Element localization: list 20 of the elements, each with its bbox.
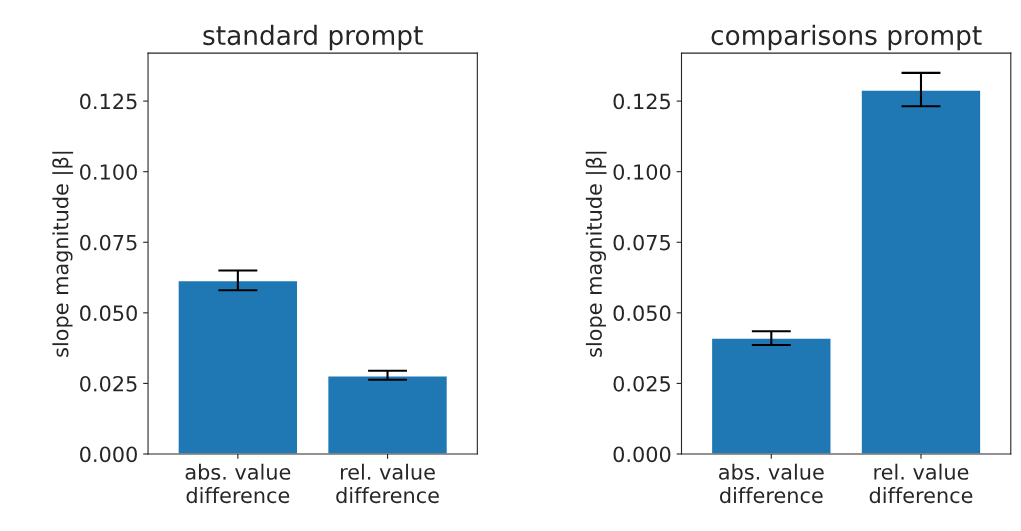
x-tick-label: abs. value difference [719, 463, 824, 504]
x-tick-label: abs. value difference [185, 463, 291, 504]
y-tick-label: 0.050 [613, 305, 671, 322]
y-axis-title: slope magnitude |β| [585, 151, 607, 357]
y-tick-label: 0.125 [613, 93, 670, 110]
y-tick-label: 0.050 [80, 305, 137, 322]
chart-title: comparisons prompt [711, 24, 982, 51]
y-tick-label: 0.100 [80, 164, 137, 180]
y-tick-label: 0.075 [80, 234, 137, 251]
y-tick-label: 0.000 [613, 446, 671, 463]
y-tick-label: 0.100 [613, 164, 671, 180]
y-tick-label: 0.025 [80, 375, 137, 392]
y-axis-title: slope magnitude |β| [52, 151, 74, 357]
x-tick-label: rel. value difference [336, 463, 439, 504]
y-tick-label: 0.075 [613, 234, 670, 251]
y-tick-label: 0.000 [80, 446, 137, 463]
x-tick-label: rel. value difference [869, 463, 973, 504]
y-tick-label: 0.125 [80, 93, 137, 110]
chart-title: standard prompt [203, 24, 423, 51]
y-tick-label: 0.025 [613, 375, 670, 392]
